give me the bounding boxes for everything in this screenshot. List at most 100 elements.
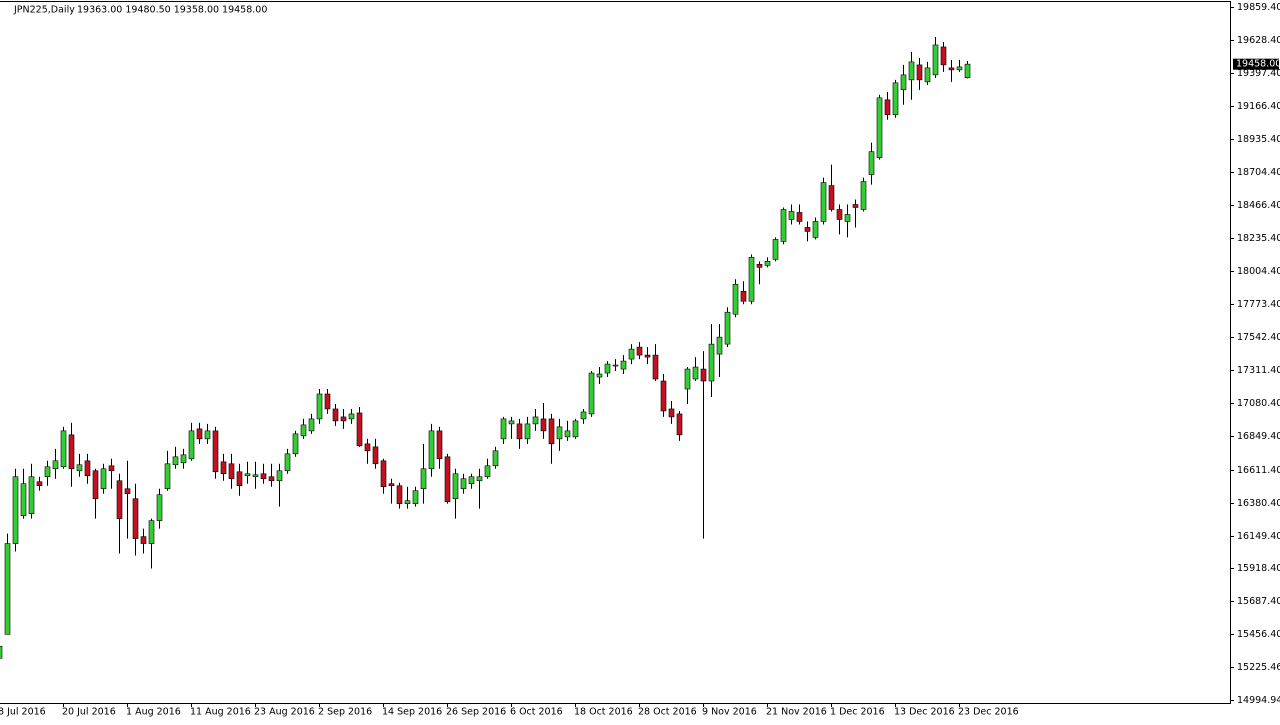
candle-body [868, 151, 875, 175]
candle-body [316, 393, 323, 420]
candle-body [940, 46, 947, 66]
candle-body [924, 67, 931, 83]
x-tick-label: 23 Aug 2016 [254, 707, 315, 718]
candle-body [28, 476, 35, 514]
candle-body [716, 336, 723, 355]
candle-body [676, 413, 683, 436]
y-tick-label: 16380.40 [1237, 498, 1280, 509]
candle-body [100, 468, 107, 490]
x-tick-label: 28 Oct 2016 [638, 707, 697, 718]
candle-body [828, 185, 835, 210]
candle-body [36, 481, 43, 487]
y-tick-label: 18235.40 [1237, 233, 1280, 244]
candle-body [644, 354, 651, 358]
candle-body [380, 460, 387, 488]
candle-body [548, 418, 555, 445]
y-tick-label: 19859.40 [1237, 2, 1280, 13]
candle-body [156, 494, 163, 521]
candle-body [260, 473, 267, 480]
candle-body [900, 74, 907, 91]
candle-body [452, 473, 459, 499]
candle-body [892, 82, 899, 116]
candle-body [620, 360, 627, 370]
price-tag [1233, 58, 1279, 70]
candle-body [356, 412, 363, 447]
candle-body [284, 453, 291, 472]
candle-body [700, 368, 707, 382]
candle-body [428, 430, 435, 470]
candle-body [20, 483, 27, 516]
x-tick-label: 2 Sep 2016 [318, 707, 372, 718]
x-tick-label: 26 Sep 2016 [446, 707, 506, 718]
candle-body [572, 420, 579, 438]
candle-body [772, 239, 779, 260]
candle-body [508, 420, 515, 425]
candle-body [500, 418, 507, 440]
y-tick-label: 16611.40 [1237, 465, 1280, 476]
candle-body [372, 446, 379, 465]
candle-body [60, 430, 67, 468]
candle-body [228, 463, 235, 480]
candle-body [732, 283, 739, 315]
candle-body [668, 408, 675, 418]
y-tick-label: 17311.40 [1237, 365, 1280, 376]
candle-body [212, 430, 219, 473]
x-tick-label: 1 Aug 2016 [126, 707, 181, 718]
candle-body [660, 380, 667, 412]
candle-body [140, 536, 147, 544]
candle-body [596, 373, 603, 378]
chart-subtitle: 19363.00 19480.50 19358.00 19458.00 [77, 5, 267, 16]
y-tick-label: 18466.40 [1237, 200, 1280, 211]
candle-body [812, 221, 819, 238]
candle-body [804, 227, 811, 232]
x-tick-label: 1 Dec 2016 [830, 707, 885, 718]
candle-body [844, 214, 851, 222]
candle-body [68, 434, 75, 470]
candle-body [220, 461, 227, 475]
candle-body [796, 212, 803, 222]
candle-body [860, 181, 867, 210]
candle-body [116, 480, 123, 519]
candle-body [524, 423, 531, 440]
candle-body [628, 348, 635, 360]
y-tick-label: 15225.46 [1237, 662, 1280, 673]
candle-body [460, 478, 467, 490]
x-tick-label: 6 Oct 2016 [510, 707, 563, 718]
candle-body [636, 346, 643, 356]
y-tick-label: 17542.40 [1237, 332, 1280, 343]
candle-body [956, 66, 963, 71]
candle-body [308, 418, 315, 432]
candle-body [84, 460, 91, 477]
y-tick-label: 19628.40 [1237, 35, 1280, 46]
y-tick-label: 19166.40 [1237, 101, 1280, 112]
candle-body [164, 463, 171, 490]
plot-frame [0, 1, 1231, 704]
candle-body [604, 363, 611, 374]
y-tick-label: 15687.40 [1237, 596, 1280, 607]
candle-body [0, 645, 3, 659]
candle-body [436, 430, 443, 460]
candle-body [556, 426, 563, 440]
y-tick-label: 17773.40 [1237, 299, 1280, 310]
candle-body [612, 364, 619, 367]
candle-body [780, 209, 787, 242]
candle-body [148, 520, 155, 544]
candle-body [932, 44, 939, 76]
candle-body [12, 476, 19, 544]
candle-body [204, 430, 211, 440]
x-tick-label: 11 Aug 2016 [190, 707, 251, 718]
candle-body [292, 433, 299, 455]
candle-body [852, 204, 859, 208]
y-tick-label: 16849.40 [1237, 431, 1280, 442]
candle-body [196, 428, 203, 440]
candle-body [124, 488, 131, 495]
candle-body [236, 471, 243, 487]
y-tick-label: 16149.40 [1237, 531, 1280, 542]
x-tick-label: 14 Sep 2016 [382, 707, 442, 718]
candle-body [908, 61, 915, 81]
candle-body [172, 456, 179, 466]
candle-body [364, 443, 371, 452]
candle-body [740, 290, 747, 302]
candle-body [4, 543, 11, 635]
candle-body [108, 465, 115, 472]
